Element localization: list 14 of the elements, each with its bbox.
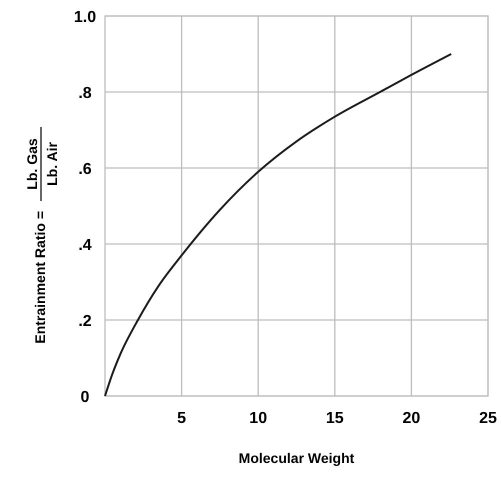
- x-tick-label: 5: [177, 410, 186, 427]
- y-tick-label: 0: [80, 389, 90, 406]
- x-tick-label: 25: [479, 410, 497, 427]
- x-tick-label: 15: [326, 410, 344, 427]
- y-tick-label: .6: [78, 161, 92, 178]
- y-tick-label: .2: [78, 313, 92, 330]
- x-tick-label: 10: [249, 410, 268, 427]
- line-series: [104, 53, 452, 397]
- x-axis-title: Molecular Weight: [238, 450, 355, 466]
- x-tick-label: 20: [402, 410, 420, 427]
- y-tick-label: .8: [78, 85, 92, 102]
- y-tick-label: 1.0: [74, 9, 96, 26]
- y-tick-label: .4: [78, 237, 92, 254]
- text: Entrainment Ratio = Lb. Gas Lb. Air: [24, 138, 60, 344]
